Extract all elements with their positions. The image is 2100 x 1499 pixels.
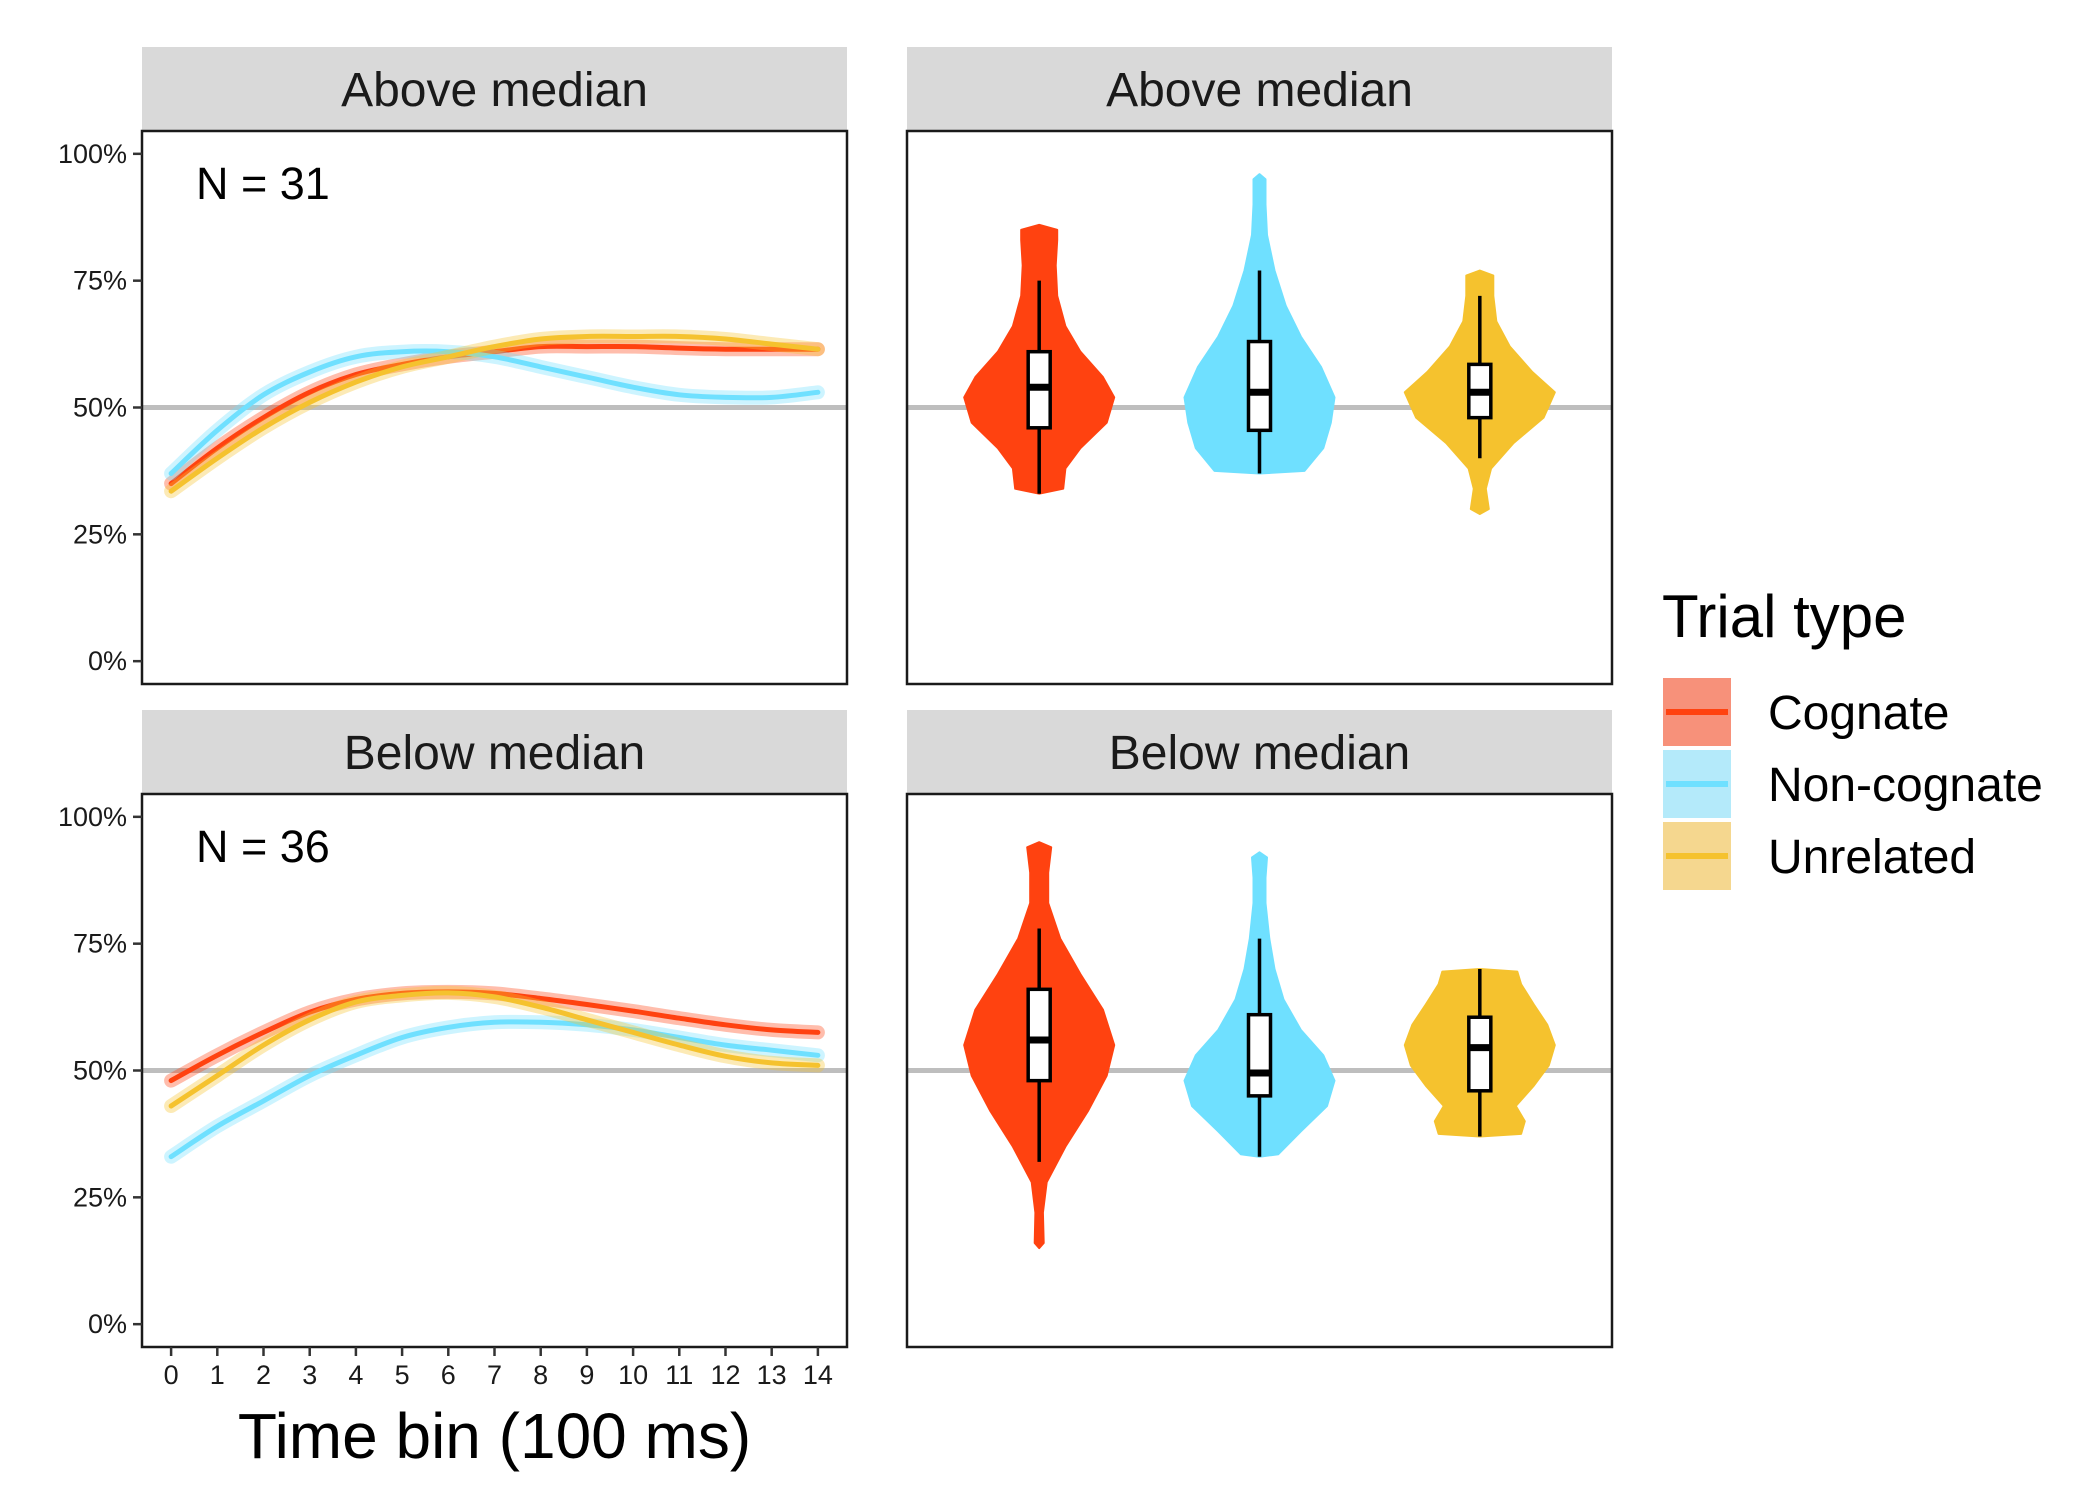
x-tick-label: 2	[256, 1360, 271, 1390]
legend-label-cognate: Cognate	[1768, 687, 1949, 740]
strip-top-right-label: Above median	[1106, 64, 1413, 117]
y-axis-ticks: 0% 25% 50% 75% 100% 0% 25% 50% 75% 100%	[58, 139, 142, 1339]
y-tick-label: 25%	[73, 519, 127, 549]
legend-title: Trial type	[1662, 583, 1907, 650]
y-tick-label: 75%	[73, 266, 127, 296]
x-tick-label: 13	[757, 1360, 787, 1390]
strip-top-left: Above median	[142, 47, 847, 131]
y-tick-label: 50%	[73, 393, 127, 423]
line-non-cognate-below-median	[168, 1019, 821, 1160]
line-unrelated-above-median	[168, 333, 821, 494]
strip-top-right: Above median	[907, 47, 1612, 131]
legend-keys: Cognate Non-cognate Unrelated	[1661, 676, 2043, 892]
n-annotation-below-median: N = 36	[196, 821, 330, 872]
y-tick-label: 0%	[88, 646, 127, 676]
line-unrelated-below-median	[168, 990, 821, 1109]
x-tick-label: 8	[533, 1360, 548, 1390]
strip-bottom-left: Below median	[142, 710, 847, 794]
x-axis-ticks: 0 1 2 3 4 5 6 7 8 9 10 11 12 13 14	[164, 1347, 833, 1390]
strip-bottom-left-label: Below median	[344, 727, 646, 780]
legend-label-unrelated: Unrelated	[1768, 831, 1976, 884]
violin-panel-above-median	[905, 129, 1614, 686]
panel-border-below-median	[905, 792, 1614, 1349]
box-non-cognate-below-median	[1246, 1012, 1273, 1098]
x-tick-label: 10	[618, 1360, 648, 1390]
line-cognate-above-median	[168, 343, 821, 487]
y-tick-label: 0%	[88, 1309, 127, 1339]
legend-item-unrelated: Unrelated	[1661, 820, 1976, 892]
strip-bottom-right: Below median	[907, 710, 1612, 794]
x-tick-label: 1	[210, 1360, 225, 1390]
line-non-cognate-above-median	[168, 348, 821, 476]
x-tick-label: 0	[164, 1360, 179, 1390]
line-cognate-below-median	[168, 989, 821, 1084]
strip-bottom-right-label: Below median	[1109, 727, 1411, 780]
x-tick-label: 11	[665, 1360, 693, 1390]
line-panel-above-median	[140, 129, 849, 686]
strip-top-left-label: Above median	[341, 64, 648, 117]
x-axis-title: Time bin (100 ms)	[238, 1400, 751, 1472]
x-tick-label: 6	[441, 1360, 456, 1390]
legend: Trial type Cognate Non-cognate Unrelated	[1661, 583, 2043, 892]
x-tick-label: 14	[803, 1360, 833, 1390]
legend-item-non-cognate: Non-cognate	[1661, 748, 2043, 820]
box-unrelated-below-median	[1467, 1015, 1493, 1093]
x-tick-label: 4	[348, 1360, 363, 1390]
box-cognate-below-median	[1026, 987, 1052, 1083]
legend-label-non-cognate: Non-cognate	[1768, 759, 2043, 812]
x-tick-label: 5	[395, 1360, 410, 1390]
line-panel-below-median	[140, 792, 849, 1349]
panel-border-above-median	[905, 129, 1614, 686]
x-tick-label: 7	[487, 1360, 502, 1390]
x-tick-label: 3	[302, 1360, 317, 1390]
x-tick-label: 9	[579, 1360, 594, 1390]
y-tick-label: 100%	[58, 802, 127, 832]
x-tick-label: 12	[710, 1360, 740, 1390]
violin-panel-below-median	[905, 792, 1614, 1349]
y-tick-label: 100%	[58, 139, 127, 169]
y-tick-label: 25%	[73, 1182, 127, 1212]
n-annotation-above-median: N = 31	[196, 158, 330, 209]
legend-item-cognate: Cognate	[1661, 676, 1949, 748]
box-non-cognate-above-median	[1246, 339, 1273, 433]
y-tick-label: 50%	[73, 1056, 127, 1086]
y-tick-label: 75%	[73, 929, 127, 959]
